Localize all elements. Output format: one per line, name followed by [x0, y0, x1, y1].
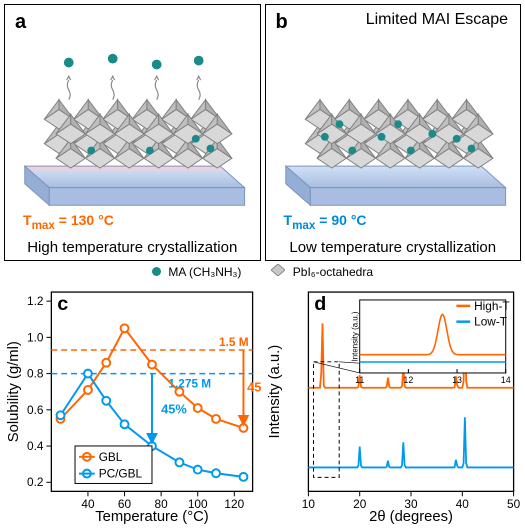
- panel-a: a: [4, 4, 261, 261]
- panel-b-title: Limited MAI Escape: [366, 11, 508, 29]
- svg-text:13: 13: [452, 375, 462, 385]
- caption-b: Low temperature crystallization: [266, 239, 521, 256]
- schematic-a-svg: [15, 50, 250, 208]
- svg-text:Solubility (g/ml): Solubility (g/ml): [6, 341, 22, 442]
- svg-text:40: 40: [81, 497, 95, 511]
- svg-text:11: 11: [355, 375, 364, 385]
- panel-b-label: b: [276, 11, 288, 34]
- svg-text:c: c: [57, 293, 68, 315]
- schematic-a: [15, 50, 250, 208]
- svg-text:0.8: 0.8: [27, 366, 44, 380]
- svg-text:40: 40: [455, 497, 469, 511]
- legend-ma: MA (CH₃NH₃): [152, 265, 241, 279]
- svg-text:GBL: GBL: [99, 450, 123, 464]
- svg-text:Low-T: Low-T: [474, 315, 507, 329]
- svg-text:2θ (degrees): 2θ (degrees): [369, 509, 453, 525]
- schematic-b-svg: [276, 50, 511, 208]
- svg-text:50: 50: [507, 497, 521, 511]
- svg-text:45%: 45%: [247, 380, 260, 395]
- svg-text:120: 120: [224, 497, 244, 511]
- octa-icon: [271, 264, 285, 276]
- svg-text:45%: 45%: [161, 401, 187, 416]
- panel-b: b Limited MAI Escape: [265, 4, 522, 261]
- svg-text:Intensity (a.u.): Intensity (a.u.): [266, 345, 282, 439]
- svg-text:0.4: 0.4: [27, 439, 44, 453]
- svg-text:1.5 M: 1.5 M: [219, 335, 249, 349]
- svg-text:14: 14: [500, 375, 510, 385]
- panel-c: 4060801001200.20.40.60.81.01.21.5 M1.275…: [4, 283, 261, 526]
- chart-c-svg: 4060801001200.20.40.60.81.01.21.5 M1.275…: [4, 283, 261, 526]
- temp-b-label: Tmax = 90 °C: [284, 212, 367, 232]
- svg-text:0.6: 0.6: [27, 403, 44, 417]
- svg-text:20: 20: [353, 497, 367, 511]
- svg-text:1.0: 1.0: [27, 330, 44, 344]
- svg-text:10: 10: [301, 497, 315, 511]
- svg-text:Temperature (°C): Temperature (°C): [95, 509, 209, 525]
- ma-dot-icon: [152, 267, 161, 276]
- svg-text:Intensity (a.u.): Intensity (a.u.): [350, 311, 359, 361]
- panel-d: 102030405011121314Intensity (a.u.)High-T…: [265, 283, 522, 526]
- panel-a-label: a: [15, 11, 26, 34]
- legend-octa: PbI₆-octahedra: [271, 264, 373, 279]
- svg-text:12: 12: [403, 375, 413, 385]
- svg-text:1.2: 1.2: [27, 294, 43, 308]
- schematic-b: [276, 50, 511, 208]
- temp-a-label: Tmax = 130 °C: [23, 212, 114, 232]
- svg-text:d: d: [314, 293, 326, 315]
- octahedra-a: [44, 100, 232, 168]
- svg-text:High-T: High-T: [474, 299, 510, 313]
- legend-row: MA (CH₃NH₃) PbI₆-octahedra: [4, 263, 521, 281]
- svg-text:0.2: 0.2: [27, 475, 43, 489]
- caption-a: High temperature crystallization: [5, 239, 260, 256]
- chart-d-svg: 102030405011121314Intensity (a.u.)High-T…: [265, 283, 522, 526]
- svg-text:PC/GBL: PC/GBL: [99, 466, 143, 480]
